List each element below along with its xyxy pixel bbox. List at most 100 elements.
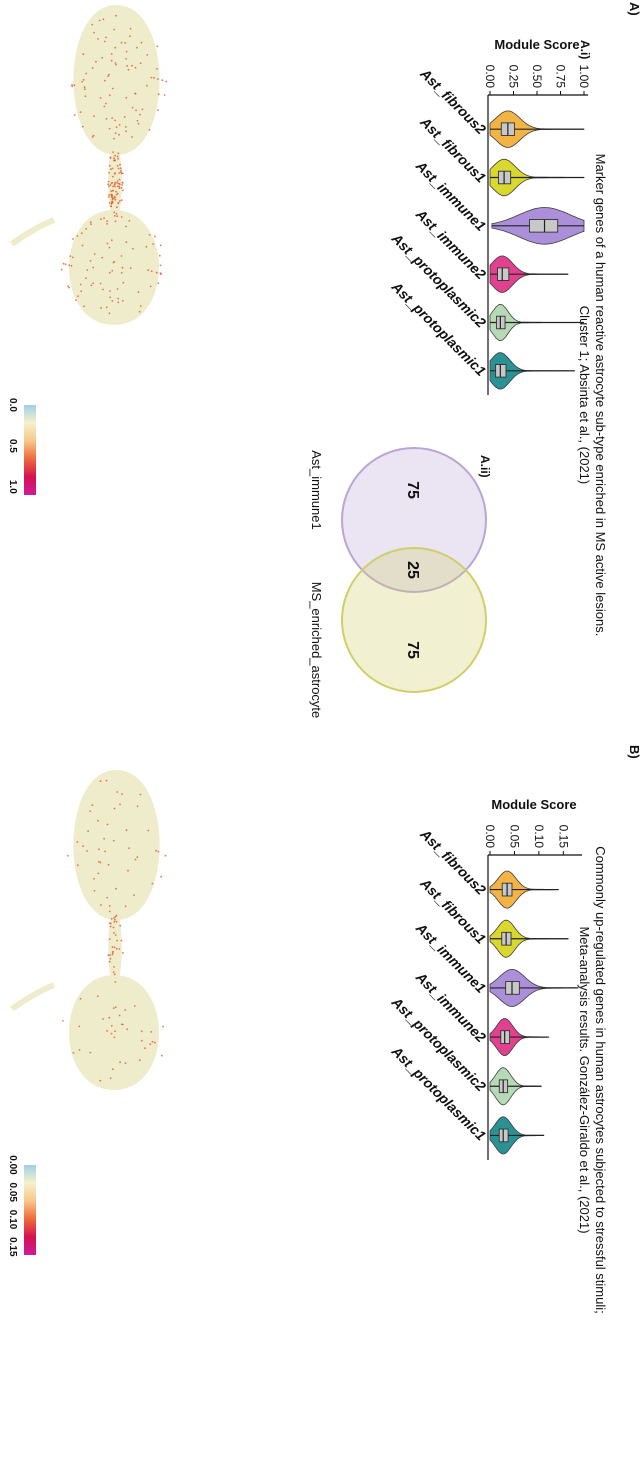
umap-a-cell-point bbox=[113, 215, 116, 217]
umap-a-cell-point bbox=[107, 180, 110, 183]
umap-a-cell-point bbox=[136, 46, 138, 49]
umap-a-cell-point bbox=[105, 102, 107, 105]
umap-a-cell-point bbox=[120, 186, 123, 189]
umap-a-cell-point bbox=[79, 111, 82, 113]
umap-a-cell-point bbox=[113, 28, 116, 31]
umap-a-cell-point bbox=[89, 260, 92, 262]
umap-b-cluster bbox=[73, 770, 160, 920]
umap-b-cell-point bbox=[108, 960, 111, 963]
umap-a-cell-point bbox=[113, 159, 115, 162]
umap-b-cell-point bbox=[113, 966, 115, 968]
umap-b-cell-point bbox=[96, 995, 99, 998]
umap-a-cell-point bbox=[73, 84, 76, 87]
umap-a-cell-point bbox=[118, 185, 121, 188]
umap-a-cell-point bbox=[90, 223, 92, 226]
umap-a-cell-point bbox=[120, 199, 123, 202]
umap-a-cell-point bbox=[116, 182, 118, 184]
umap-a-cell-point bbox=[116, 185, 119, 188]
umap-b-cell-point bbox=[78, 1025, 81, 1028]
umap-b-cell-point bbox=[149, 1043, 152, 1046]
umap-a-cell-point bbox=[116, 288, 119, 290]
umap-a-cell-point bbox=[131, 64, 133, 67]
umap-b-cell-point bbox=[118, 1014, 121, 1017]
umap-a-cell-point bbox=[139, 113, 141, 116]
umap-a-cell-point bbox=[129, 27, 132, 30]
umap-b-cell-point bbox=[112, 950, 114, 953]
umap-b-cell-point bbox=[108, 922, 111, 924]
umap-a-cell-point bbox=[89, 221, 92, 224]
umap-a-cell-point bbox=[82, 53, 85, 56]
umap-a-cell-point bbox=[114, 119, 116, 122]
umap-a-cluster bbox=[69, 210, 159, 325]
umap-b-cell-point bbox=[108, 1016, 111, 1019]
umap-a-cell-point bbox=[97, 38, 99, 40]
umap-a-cell-point bbox=[114, 132, 117, 135]
umap-a-cell-point bbox=[109, 184, 112, 186]
umap-b-cell-point bbox=[106, 1030, 108, 1032]
umap-b-cell-point bbox=[151, 1040, 154, 1043]
umap-a-cell-point bbox=[80, 290, 83, 293]
umap-a-cell-point bbox=[108, 271, 111, 274]
umap-a-cell-point bbox=[121, 184, 124, 186]
umap-b-cell-point bbox=[110, 1032, 113, 1035]
umap-a-cell-point bbox=[111, 195, 113, 198]
umap-a-cell-point bbox=[85, 277, 87, 280]
umap-b-cluster-arm bbox=[10, 982, 56, 1012]
umap-a-cell-point bbox=[125, 50, 128, 53]
umap-b-cell-point bbox=[102, 1018, 104, 1020]
umap-a-cell-point bbox=[148, 234, 151, 236]
umap-a-cell-point bbox=[73, 114, 76, 116]
umap-b-cell-point bbox=[116, 791, 119, 793]
umap-b-cell-point bbox=[99, 861, 102, 864]
umap-a-cell-point bbox=[99, 282, 102, 285]
umap-a-cell-point bbox=[92, 134, 95, 137]
umap-a-cell-point bbox=[112, 197, 115, 200]
umap-b-cell-point bbox=[76, 841, 79, 843]
umap-b-cell-point bbox=[109, 1077, 112, 1080]
umap-a-cell-point bbox=[108, 312, 111, 315]
umap-a-cell-point bbox=[102, 18, 105, 21]
umap-a-cell-point bbox=[80, 232, 83, 235]
umap-a-cell-point bbox=[150, 270, 153, 273]
umap-b-cell-point bbox=[128, 847, 130, 849]
umap-a-cell-point bbox=[71, 256, 74, 259]
umap-a-cell-point bbox=[107, 183, 109, 186]
umap-a-cell-point bbox=[112, 151, 114, 154]
umap-b-cell-point bbox=[134, 858, 137, 861]
umap-b-cell-point bbox=[76, 864, 79, 867]
umap-b-cell-point bbox=[124, 1009, 127, 1011]
umap-a-cell-point bbox=[163, 94, 166, 96]
umap-b-cell-point bbox=[91, 804, 94, 806]
colorbar-a-tick-label: 1.0 bbox=[7, 480, 18, 494]
umap-b-cell-point bbox=[115, 887, 117, 890]
umap-a-cell-point bbox=[113, 211, 116, 214]
umap-b-cell-point bbox=[106, 823, 109, 826]
umap-a-cell-point bbox=[119, 171, 122, 174]
umap-a-cell-point bbox=[156, 78, 159, 80]
umap-a-cell-point bbox=[115, 14, 117, 17]
umap-a-cell-point bbox=[93, 253, 96, 255]
umap-a-cell-point bbox=[111, 175, 114, 178]
umap-b-cell-point bbox=[108, 910, 111, 913]
umap-a-cell-point bbox=[124, 42, 127, 44]
umap-a-cell-point bbox=[114, 62, 117, 64]
umap-a-cell-point bbox=[117, 297, 120, 300]
venn-only-a: 75 bbox=[404, 481, 421, 499]
umap-a-cell-point bbox=[105, 36, 107, 39]
umap-b-cell-point bbox=[89, 810, 92, 812]
umap-a-cell-point bbox=[120, 167, 122, 170]
umap-a-cell-point bbox=[147, 269, 150, 272]
umap-a-cell-point bbox=[121, 300, 124, 302]
umap-a-cell-point bbox=[122, 281, 125, 284]
umap-b-cell-point bbox=[82, 845, 84, 847]
umap-b-cell-point bbox=[113, 920, 116, 923]
umap-a-cell-point bbox=[70, 264, 73, 267]
umap-b-cell-point bbox=[115, 947, 118, 950]
umap-a-cell-point bbox=[108, 194, 110, 196]
umap-a-cell-point bbox=[157, 93, 160, 96]
umap-a-cell-point bbox=[114, 220, 117, 223]
umap-a-cell-point bbox=[152, 243, 154, 245]
umap-a-cell-point bbox=[112, 185, 114, 188]
